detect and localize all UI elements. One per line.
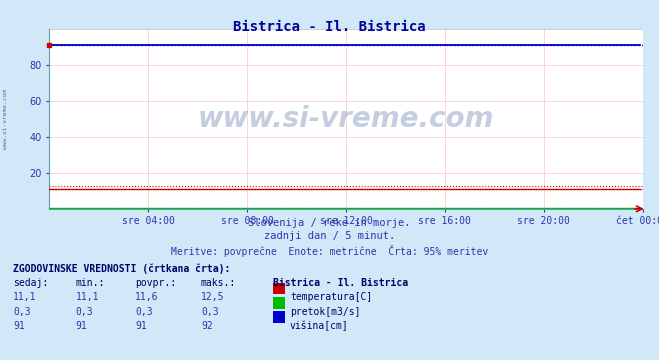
Text: 0,3: 0,3 (13, 307, 31, 317)
Text: Bistrica - Il. Bistrica: Bistrica - Il. Bistrica (233, 20, 426, 34)
Text: www.si-vreme.com: www.si-vreme.com (3, 89, 8, 149)
Text: 0,3: 0,3 (76, 307, 94, 317)
Text: Bistrica - Il. Bistrica: Bistrica - Il. Bistrica (273, 278, 409, 288)
Text: 12,5: 12,5 (201, 292, 225, 302)
Text: temperatura[C]: temperatura[C] (290, 292, 372, 302)
Text: 92: 92 (201, 321, 213, 331)
Text: min.:: min.: (76, 278, 105, 288)
Text: 91: 91 (76, 321, 88, 331)
Text: 0,3: 0,3 (201, 307, 219, 317)
Text: Meritve: povprečne  Enote: metrične  Črta: 95% meritev: Meritve: povprečne Enote: metrične Črta:… (171, 245, 488, 257)
Text: 91: 91 (13, 321, 25, 331)
Text: 11,1: 11,1 (76, 292, 100, 302)
Text: 0,3: 0,3 (135, 307, 153, 317)
Text: 11,1: 11,1 (13, 292, 37, 302)
Text: maks.:: maks.: (201, 278, 236, 288)
Text: zadnji dan / 5 minut.: zadnji dan / 5 minut. (264, 231, 395, 241)
Text: povpr.:: povpr.: (135, 278, 176, 288)
Text: ZGODOVINSKE VREDNOSTI (črtkana črta):: ZGODOVINSKE VREDNOSTI (črtkana črta): (13, 264, 231, 274)
Text: višina[cm]: višina[cm] (290, 321, 349, 332)
Text: 91: 91 (135, 321, 147, 331)
Text: www.si-vreme.com: www.si-vreme.com (198, 105, 494, 133)
Text: 11,6: 11,6 (135, 292, 159, 302)
Text: pretok[m3/s]: pretok[m3/s] (290, 307, 360, 317)
Text: Slovenija / reke in morje.: Slovenija / reke in morje. (248, 218, 411, 228)
Text: sedaj:: sedaj: (13, 278, 48, 288)
